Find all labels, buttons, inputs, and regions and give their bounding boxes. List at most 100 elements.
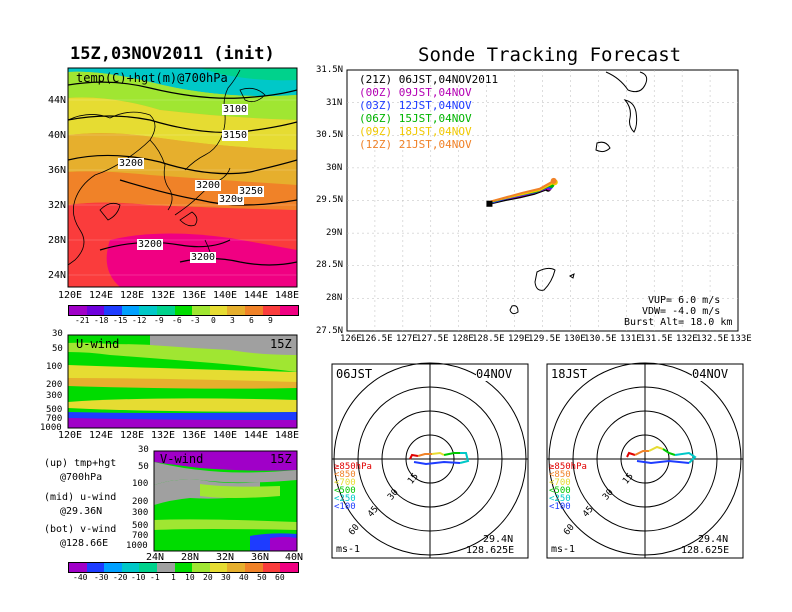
launch-legend-entry: (03Z) 12JST,04NOV [359,99,472,112]
lon-label: 127.5E [416,334,449,344]
hodo-level: <850 [549,470,571,480]
legend-note: (up) tmp+hgt [44,458,117,469]
colorbar-tick: -20 [113,573,128,582]
lat-label: 29.5N [316,195,344,205]
hodo-lat: 29.4N [698,534,729,545]
hodo-level: <100 [334,502,356,512]
hodo-level: <700 [549,478,571,488]
contour-label: 3250 [238,186,265,197]
hodo-level: <500 [549,486,571,496]
hodograph-trace [662,448,676,456]
colorbar-tick: -15 [113,316,128,325]
colorbar-swatch [139,306,158,315]
launch-legend-entry: (21Z) 06JST,04NOV2011 [359,73,499,86]
colorbar-swatch [157,563,175,572]
lon-label: 129E [508,334,530,344]
lon-label: 132E [151,290,176,301]
lon-label: 144E [244,430,269,441]
hodo-level: <250 [549,494,571,504]
pressure-label: 700 [132,531,149,541]
hodograph-trace [674,451,697,464]
lat-label: 29N [326,228,343,238]
track-line [489,187,549,205]
colorbar-swatch [245,563,263,572]
colorbar-swatch [104,306,122,315]
lon-label: 124E [89,430,114,441]
lat-label: 24N [48,270,67,281]
colorbar-tick: 1 [171,573,176,582]
pressure-label: 300 [46,391,63,401]
lon-label: 132E [676,334,698,344]
colorbar-tick: 50 [257,573,267,582]
hodograph-trace [409,453,419,460]
colorbar-tick: -21 [75,316,90,325]
colorbar-swatch [280,306,298,315]
lon-label: 133E [730,334,752,344]
legend-note: @29.36N [60,506,103,517]
lat-label: 28N [181,552,200,563]
lon-label: 136E [182,430,207,441]
temperature-colorbar [68,305,299,316]
launch-legend-entry: (09Z) 18JST,04NOV [359,125,472,138]
hodo-time: 06JST [336,367,373,381]
hodograph-trace [636,459,690,465]
u-wind-label: U-wind [76,337,120,351]
lon-label: 148E [275,290,300,301]
colorbar-swatch [174,306,193,315]
colorbar-swatch [280,563,298,572]
colorbar-tick: -40 [73,573,88,582]
contour-label: 3200 [190,252,217,263]
contour-label: 3100 [222,104,249,115]
lon-label: 126.5E [360,334,393,344]
lon-label: 120E [58,290,83,301]
pressure-label: 200 [132,497,149,507]
hodograph-trace [413,460,461,466]
lat-label: 40N [285,552,304,563]
hodo-date: 04NOV [692,367,729,381]
lat-label: 30.5N [316,130,344,140]
lon-label: 120E [58,430,83,441]
contour-label: 3150 [222,130,249,141]
colorbar-swatch [227,306,246,315]
colorbar-tick: -30 [94,573,109,582]
colorbar-swatch [69,563,87,572]
colorbar-tick: 20 [203,573,213,582]
launch-point [486,200,493,207]
param-burst: Burst Alt= 18.0 km [624,317,733,328]
colorbar-swatch [227,563,246,572]
wind-colorbar-labels: -40 -30 -20 -10 -1 1 10 20 30 40 50 60 [68,573,297,583]
colorbar-tick: -6 [172,316,182,325]
hodograph-trace [443,452,460,456]
u-wind-time: 15Z [270,337,292,351]
lat-label: 32N [48,200,67,211]
hodo-lat: 29.4N [483,534,514,545]
pressure-label: 50 [138,462,149,472]
lon-label: 129.5E [528,334,561,344]
lat-label: 36N [48,165,67,176]
lon-label: 128E [120,430,145,441]
hodo-level: <700 [334,478,356,488]
track-line [489,180,555,203]
lon-label: 140E [213,290,238,301]
colorbar-tick: -1 [150,573,160,582]
contour-label: 3200 [218,194,245,205]
top-map-label: temp(C)+hgt(m)@700hPa [76,71,228,85]
pressure-label: 700 [46,414,63,424]
lat-label: 28N [48,235,67,246]
colorbar-swatch [245,306,263,315]
colorbar-swatch [262,563,281,572]
lat-label: 31N [326,98,343,108]
colorbar-swatch [192,306,210,315]
contour-label: 3200 [137,239,164,250]
colorbar-tick: 60 [275,573,285,582]
lon-label: 140E [213,430,238,441]
temperature-colorbar-labels: -21 -18 -15 -12 -9 -6 -3 0 3 6 9 [68,316,297,326]
colorbar-swatch [209,563,228,572]
lat-label: 28.5N [316,260,344,270]
launch-legend-entry: (12Z) 21JST,04NOV [359,138,472,151]
hodograph-trace [648,445,664,452]
legend-note: @700hPa [60,472,103,483]
contour-label: 3200 [195,180,222,191]
left-title: 15Z,03NOV2011 (init) [70,44,275,64]
